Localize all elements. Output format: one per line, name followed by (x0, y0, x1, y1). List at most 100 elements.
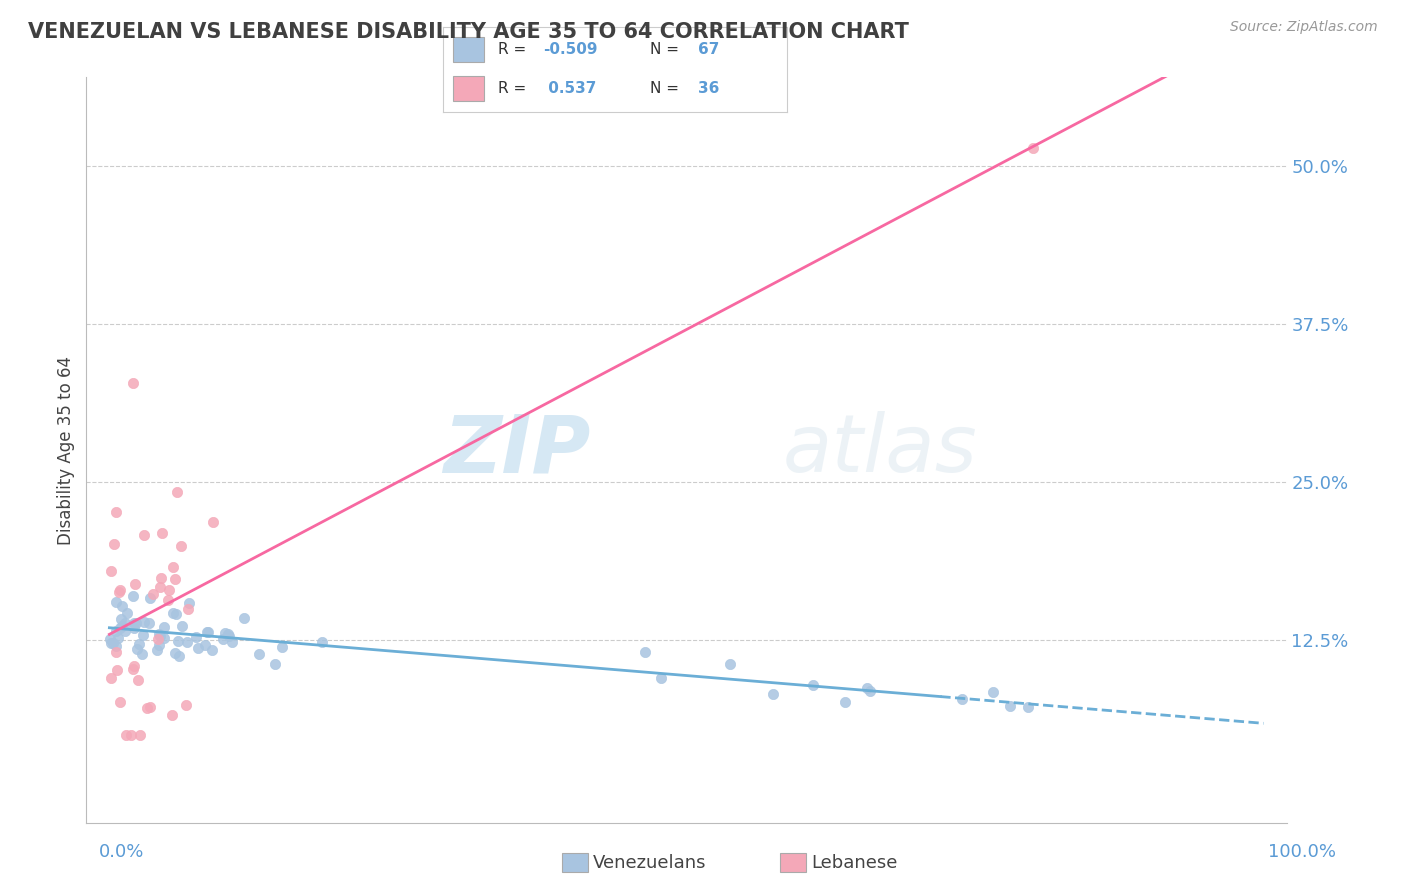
Point (120, 728, 142, 742)
Point (165, 572, 187, 586)
Point (149, 580, 172, 594)
Text: R =: R = (498, 42, 531, 57)
Point (132, 627, 155, 641)
Point (859, 684, 882, 698)
Point (104, 595, 127, 609)
Point (150, 525, 173, 540)
Point (201, 515, 224, 529)
Point (801, 677, 824, 691)
Point (105, 504, 128, 518)
Point (165, 607, 187, 622)
Point (1021, 141, 1043, 155)
Text: N =: N = (650, 81, 683, 96)
Point (169, 539, 191, 553)
Point (115, 606, 138, 620)
Point (179, 596, 201, 610)
Point (98, 632, 121, 646)
Text: N =: N = (650, 42, 683, 57)
Point (187, 640, 209, 655)
Point (142, 587, 165, 601)
Point (162, 606, 184, 620)
Point (104, 639, 127, 653)
Point (101, 636, 124, 650)
Point (166, 484, 188, 499)
FancyBboxPatch shape (453, 37, 484, 62)
Text: Lebanese: Lebanese (811, 854, 897, 871)
Point (217, 627, 239, 641)
Point (163, 646, 186, 660)
Text: -0.509: -0.509 (543, 42, 598, 57)
Point (264, 657, 287, 672)
Point (135, 701, 157, 715)
Point (146, 632, 169, 646)
Point (159, 583, 181, 598)
Point (149, 629, 172, 643)
Point (139, 699, 162, 714)
Point (214, 626, 236, 640)
Point (172, 619, 194, 633)
Point (114, 624, 136, 639)
Point (122, 616, 145, 631)
Point (311, 634, 333, 648)
Point (166, 634, 188, 648)
Point (218, 629, 240, 643)
Point (650, 671, 672, 685)
Text: Source: ZipAtlas.com: Source: ZipAtlas.com (1230, 20, 1378, 34)
Point (148, 638, 170, 652)
Point (148, 627, 170, 641)
Point (160, 707, 183, 722)
Point (167, 649, 190, 664)
Text: Venezuelans: Venezuelans (593, 854, 707, 871)
Point (122, 621, 145, 635)
Point (1017, 700, 1039, 714)
Point (111, 599, 134, 613)
Point (100, 636, 122, 650)
Point (108, 622, 131, 636)
Point (104, 645, 127, 659)
Point (162, 560, 184, 574)
Text: R =: R = (498, 81, 531, 96)
Point (139, 591, 162, 605)
Point (121, 376, 143, 391)
Point (100, 564, 122, 578)
Point (124, 576, 146, 591)
Text: 0.537: 0.537 (543, 81, 596, 96)
Point (247, 648, 270, 662)
Text: 100.0%: 100.0% (1268, 843, 1336, 861)
Point (718, 657, 741, 672)
Point (108, 585, 131, 599)
Point (115, 728, 138, 742)
Point (122, 662, 145, 676)
Point (108, 582, 131, 597)
Point (197, 625, 219, 640)
Point (983, 685, 1005, 699)
Point (128, 637, 150, 651)
Point (131, 647, 153, 661)
Text: atlas: atlas (783, 411, 977, 490)
Y-axis label: Disability Age 35 to 64: Disability Age 35 to 64 (58, 356, 75, 545)
Point (110, 612, 132, 626)
Text: VENEZUELAN VS LEBANESE DISABILITY AGE 35 TO 64 CORRELATION CHART: VENEZUELAN VS LEBANESE DISABILITY AGE 35… (28, 22, 910, 42)
Point (125, 642, 148, 657)
Point (762, 687, 785, 701)
Point (633, 645, 655, 659)
Point (177, 602, 200, 616)
Point (211, 632, 233, 646)
Point (153, 631, 176, 645)
Point (122, 590, 145, 604)
Point (129, 728, 152, 742)
Point (194, 638, 217, 652)
Text: ZIP: ZIP (443, 411, 591, 490)
Text: 67: 67 (697, 42, 720, 57)
Point (195, 625, 218, 640)
Point (103, 537, 125, 551)
Point (105, 664, 128, 678)
Point (271, 640, 294, 654)
Point (152, 620, 174, 634)
Text: 0.0%: 0.0% (98, 843, 143, 861)
Point (952, 691, 974, 706)
Point (138, 615, 160, 630)
Point (146, 642, 169, 657)
Point (176, 635, 198, 649)
Point (132, 615, 155, 629)
